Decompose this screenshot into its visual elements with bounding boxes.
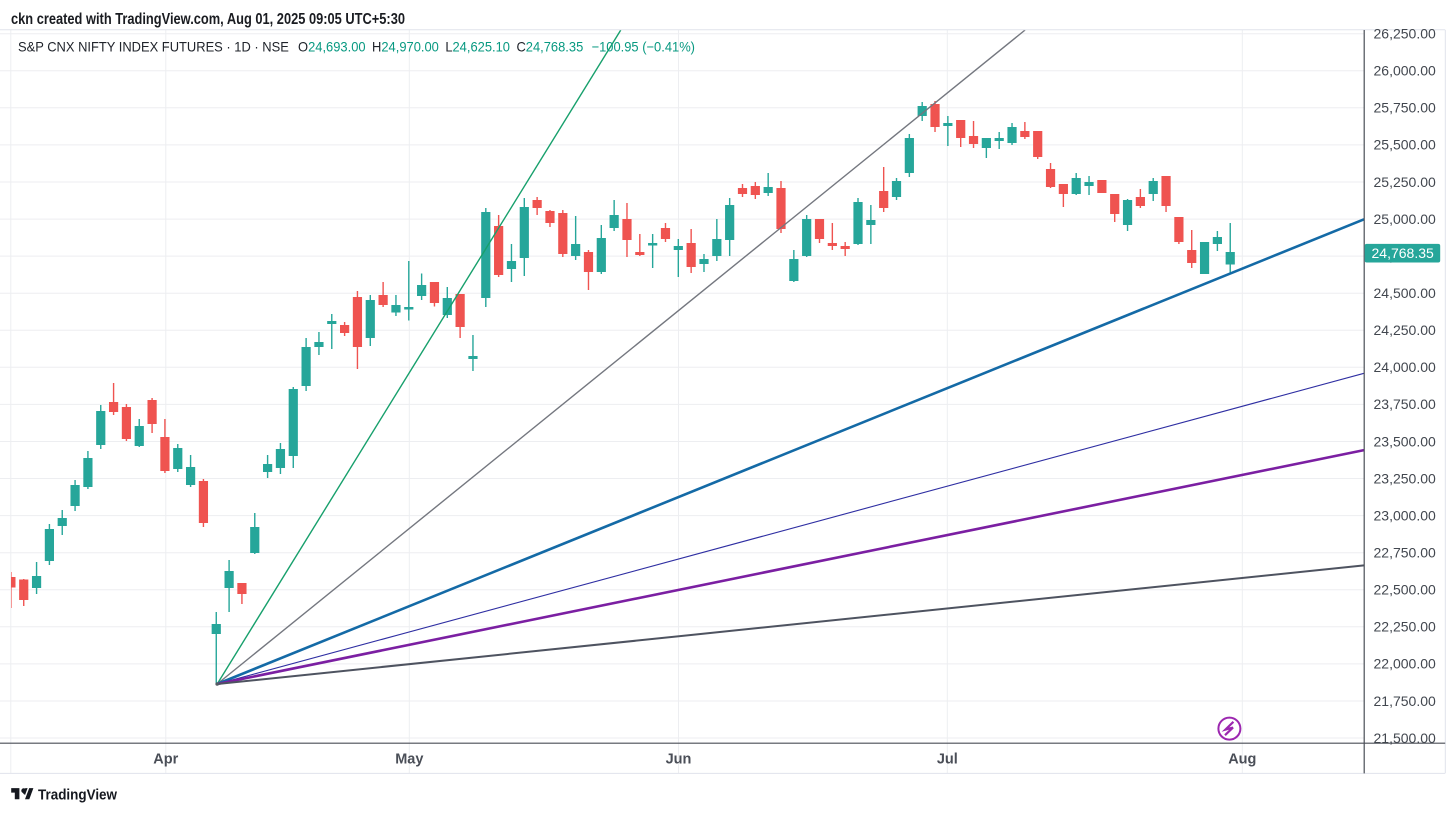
svg-text:25,250.00: 25,250.00 bbox=[1374, 174, 1436, 190]
svg-text:Jul: Jul bbox=[937, 752, 958, 768]
svg-text:24,500.00: 24,500.00 bbox=[1374, 285, 1436, 301]
svg-text:May: May bbox=[395, 752, 423, 768]
svg-text:TradingView: TradingView bbox=[38, 788, 117, 804]
svg-text:24,250.00: 24,250.00 bbox=[1374, 322, 1436, 338]
svg-text:25,500.00: 25,500.00 bbox=[1374, 137, 1436, 153]
svg-text:26,250.00: 26,250.00 bbox=[1374, 26, 1436, 42]
svg-text:22,250.00: 22,250.00 bbox=[1374, 619, 1436, 635]
svg-text:23,750.00: 23,750.00 bbox=[1374, 396, 1436, 412]
svg-text:22,750.00: 22,750.00 bbox=[1374, 545, 1436, 561]
svg-text:Jun: Jun bbox=[666, 752, 692, 768]
svg-text:25,750.00: 25,750.00 bbox=[1374, 100, 1436, 116]
svg-text:23,500.00: 23,500.00 bbox=[1374, 433, 1436, 449]
svg-text:Apr: Apr bbox=[153, 752, 178, 768]
svg-text:24,000.00: 24,000.00 bbox=[1374, 359, 1436, 375]
svg-text:21,500.00: 21,500.00 bbox=[1374, 730, 1436, 746]
svg-text:S&P CNX NIFTY INDEX FUTURES ·: S&P CNX NIFTY INDEX FUTURES · 1D · NSEO2… bbox=[18, 39, 695, 55]
svg-text:ckn created with TradingView.c: ckn created with TradingView.com, Aug 01… bbox=[11, 11, 405, 28]
svg-text:Aug: Aug bbox=[1228, 752, 1256, 768]
svg-text:22,000.00: 22,000.00 bbox=[1374, 656, 1436, 672]
svg-text:24,768.35: 24,768.35 bbox=[1372, 245, 1434, 261]
svg-text:25,000.00: 25,000.00 bbox=[1374, 211, 1436, 227]
svg-text:21,750.00: 21,750.00 bbox=[1374, 693, 1436, 709]
svg-text:22,500.00: 22,500.00 bbox=[1374, 582, 1436, 598]
svg-text:23,250.00: 23,250.00 bbox=[1374, 470, 1436, 486]
svg-text:26,000.00: 26,000.00 bbox=[1374, 63, 1436, 79]
svg-text:23,000.00: 23,000.00 bbox=[1374, 507, 1436, 523]
